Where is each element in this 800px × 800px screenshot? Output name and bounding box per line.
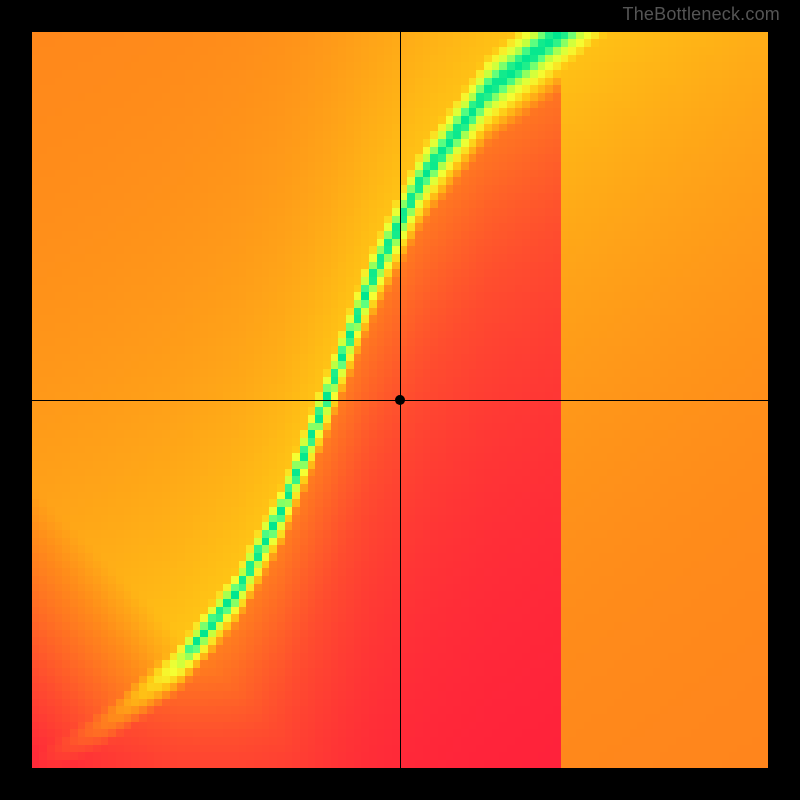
heatmap-container [32,32,768,768]
watermark-text: TheBottleneck.com [623,4,780,25]
heatmap-canvas [32,32,768,768]
